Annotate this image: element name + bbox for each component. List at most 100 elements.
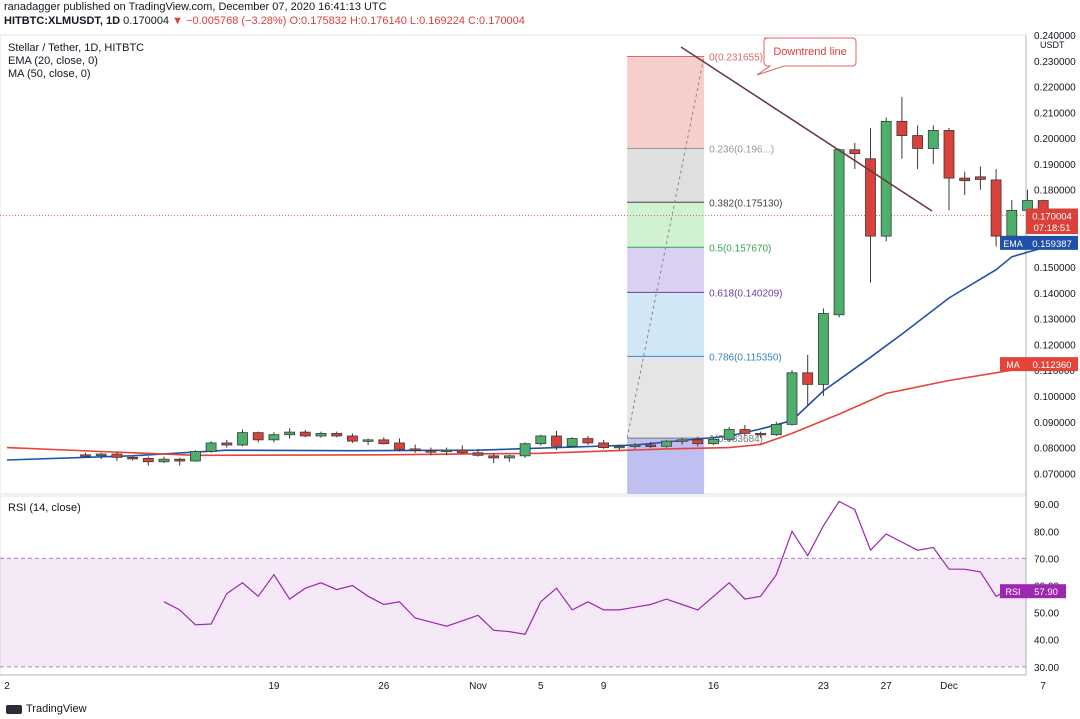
- last-price: 0.170004: [123, 15, 170, 27]
- fib-zone: [627, 148, 705, 203]
- legend-ema: EMA (20, close, 0): [8, 55, 98, 67]
- candle-body: [331, 433, 343, 437]
- fib-zone: [627, 56, 705, 149]
- fib-level-label: 0(0.231655): [709, 53, 763, 64]
- badge-tag-label: EMA: [1003, 239, 1023, 249]
- rsi-tick-label: 70.00: [1034, 554, 1059, 565]
- time-tick-label: 23: [818, 681, 830, 692]
- price-badge-label: 0.159387: [1032, 239, 1072, 250]
- time-tick-label: 9: [601, 681, 607, 692]
- candle-body: [252, 432, 264, 441]
- candle-body: [174, 458, 186, 462]
- rsi-badge-label: 57.90: [1034, 587, 1058, 598]
- rsi-line: [163, 500, 1044, 635]
- candle-body: [503, 455, 515, 459]
- candle-body: [189, 451, 201, 462]
- fib-zone: [627, 438, 705, 494]
- price-tick-label: 0.240000: [1034, 31, 1076, 42]
- candle-body: [723, 429, 735, 440]
- badge-tag: [1000, 357, 1026, 372]
- candle-body: [80, 454, 91, 457]
- price-tick-label: 0.210000: [1034, 108, 1076, 119]
- candle-body: [378, 439, 390, 445]
- candle-body: [959, 177, 971, 182]
- time-tick-label: 27: [881, 681, 893, 692]
- candle-body: [456, 449, 468, 454]
- price-badge-label: 0.112360: [1033, 360, 1072, 371]
- time-tick-label: 26: [378, 681, 390, 692]
- candle-body: [849, 149, 861, 155]
- badge-tag-label: MA: [1006, 360, 1020, 370]
- candle-body: [613, 445, 625, 449]
- price-tick-label: 0.130000: [1034, 315, 1076, 326]
- candle-body: [284, 431, 296, 436]
- candle-body: [927, 130, 939, 149]
- candle-body: [346, 435, 358, 442]
- price-tick-label: 0.120000: [1034, 340, 1076, 351]
- price-change: ▼ −0.005768 (−3.28%): [172, 15, 287, 27]
- candle-body: [519, 443, 531, 457]
- candle-body: [472, 452, 484, 456]
- candle-body: [205, 442, 217, 452]
- series-line: [6, 242, 1060, 461]
- time-tick-label: 16: [708, 681, 720, 692]
- candle-body: [158, 458, 170, 463]
- rsi-badge-tag: [1000, 584, 1026, 599]
- candle-body: [676, 439, 688, 442]
- candle-body: [975, 176, 986, 180]
- fib-level-label: 0.236(0.196...): [709, 144, 774, 155]
- downtrend-line: [680, 46, 933, 212]
- fib-trend-line: [626, 56, 705, 439]
- candle-body: [95, 453, 107, 456]
- rsi-tick-label: 30.00: [1034, 663, 1059, 674]
- time-tick-label: 2: [4, 681, 10, 692]
- price-badge: [1026, 208, 1078, 223]
- fib-level-label: 1(0.083684): [709, 434, 763, 445]
- fib-zone: [627, 356, 705, 439]
- tradingview-mark-icon: [6, 704, 22, 714]
- price-tick-label: 0.200000: [1034, 134, 1076, 145]
- price-badge-label: 07:18:51: [1034, 223, 1071, 234]
- candle-body: [818, 313, 829, 385]
- candle-body: [708, 438, 719, 445]
- candle-body: [786, 372, 798, 425]
- candle-body: [990, 179, 1002, 237]
- candle-body: [127, 456, 138, 460]
- rsi-badge: [1026, 584, 1066, 599]
- fib-level-label: 0.618(0.140209): [709, 288, 782, 299]
- time-tick-label: 5: [538, 681, 544, 692]
- time-tick-label: 19: [268, 681, 280, 692]
- price-badge: [1026, 220, 1078, 235]
- price-tick-label: 0.220000: [1034, 83, 1076, 94]
- published-line: ranadagger published on TradingView.com,…: [4, 1, 387, 13]
- candle-body: [645, 444, 657, 447]
- candle-body: [755, 433, 766, 436]
- time-tick-label: Nov: [469, 681, 487, 692]
- candle-body: [582, 438, 594, 444]
- candle-body: [943, 130, 955, 179]
- ohlc-values: O:0.175832 H:0.176140 L:0.169224 C:0.170…: [289, 15, 525, 27]
- annotation-callout: [756, 37, 857, 76]
- candle-body: [268, 434, 280, 441]
- time-tick-label: Dec: [940, 681, 958, 692]
- candle-body: [912, 135, 923, 149]
- badge-tag: [1000, 235, 1026, 250]
- annotation-text: Downtrend line: [773, 46, 846, 58]
- fib-level-label: 0.786(0.115350): [709, 352, 782, 363]
- price-tick-label: 0.080000: [1034, 444, 1076, 455]
- tradingview-logo: TradingView: [6, 703, 87, 715]
- price-tick-label: 0.190000: [1034, 160, 1076, 171]
- time-tick-label: 7: [1040, 681, 1046, 692]
- price-tick-label: 0.180000: [1034, 186, 1076, 197]
- fib-level-label: 0.382(0.175130): [709, 198, 782, 209]
- candle-body: [739, 429, 751, 434]
- fib-zone: [627, 202, 705, 248]
- rsi-tick-label: 80.00: [1034, 527, 1059, 538]
- candle-body: [362, 439, 374, 442]
- legend-ma: MA (50, close, 0): [8, 68, 91, 80]
- price-badge-label: 0.170004: [1032, 211, 1072, 222]
- fib-zone: [627, 292, 705, 357]
- candle-body: [142, 458, 154, 463]
- brand-label: TradingView: [26, 703, 87, 715]
